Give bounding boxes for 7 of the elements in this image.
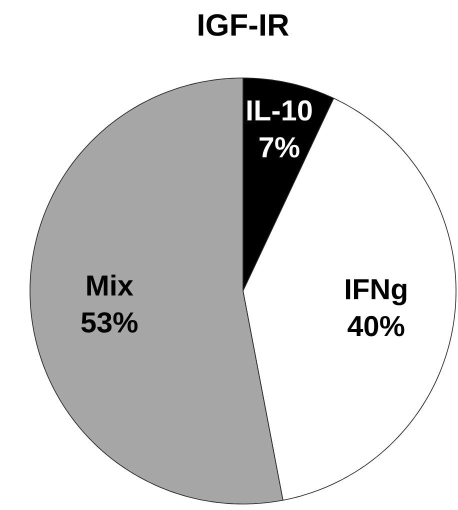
- chart-title: IGF-IR: [198, 14, 289, 36]
- data-label: 7%: [260, 137, 300, 158]
- slice-label: IL-10: [247, 100, 312, 121]
- data-label: 40%: [348, 316, 404, 336]
- data-label: 53%: [81, 312, 138, 333]
- slice-label: Mix: [87, 274, 134, 296]
- slice-label: IFNg: [346, 279, 406, 306]
